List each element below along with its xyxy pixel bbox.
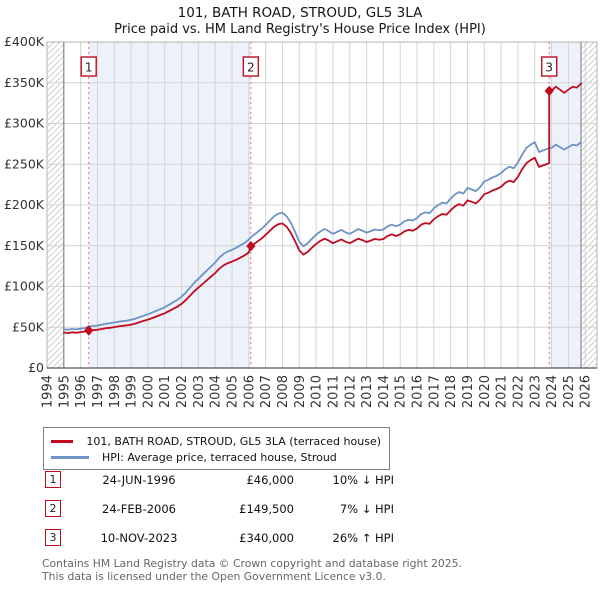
sale-marker-diamond: [84, 325, 94, 336]
svg-text:£50K: £50K: [12, 319, 45, 334]
sale-price: £340,000: [239, 530, 294, 545]
svg-text:2024: 2024: [545, 375, 560, 408]
svg-text:2003: 2003: [192, 375, 207, 408]
svg-text:1995: 1995: [57, 375, 72, 408]
svg-text:2004: 2004: [209, 375, 224, 408]
svg-text:£100K: £100K: [4, 279, 45, 294]
sale-number-badge: 1: [45, 471, 61, 488]
svg-text:2015: 2015: [394, 375, 409, 408]
svg-text:2000: 2000: [141, 375, 156, 408]
svg-text:£300K: £300K: [4, 116, 45, 131]
svg-text:2012: 2012: [343, 375, 358, 408]
sale-marker-diamond: [246, 240, 256, 252]
legend-item-property: 101, BATH ROAD, STROUD, GL5 3LA (terrace…: [51, 433, 381, 449]
property-line: [62, 82, 582, 334]
svg-text:2025: 2025: [562, 375, 577, 408]
table-row: 2 24-FEB-2006 £149,500 7% ↓ HPI: [45, 500, 394, 517]
license-footer: Contains HM Land Registry data © Crown c…: [42, 557, 462, 584]
sale-number: 3: [545, 61, 553, 75]
legend-label: 101, BATH ROAD, STROUD, GL5 3LA (terrace…: [86, 434, 381, 448]
chart-legend: 101, BATH ROAD, STROUD, GL5 3LA (terrace…: [43, 427, 390, 470]
svg-text:£150K: £150K: [4, 238, 45, 253]
svg-text:2001: 2001: [158, 375, 173, 408]
svg-text:2023: 2023: [528, 375, 543, 408]
sale-number-box: [242, 56, 260, 77]
sale-marker-diamond: [544, 85, 554, 97]
svg-text:£400K: £400K: [4, 34, 45, 49]
sale-date: 24-JUN-1996: [102, 472, 176, 487]
sale-hpi-delta: 10% ↓ HPI: [332, 472, 394, 487]
svg-text:2016: 2016: [411, 375, 426, 408]
svg-text:2007: 2007: [259, 375, 274, 408]
x-axis-labels: 1994 1995 1996 1997 1998 1999 2000 2001 2002 2003…: [41, 375, 594, 408]
svg-text:2005: 2005: [226, 375, 241, 408]
sale-number-badge: 3: [45, 529, 61, 546]
page-subtitle: Price paid vs. HM Land Registry's House …: [114, 22, 486, 37]
sale-number: 1: [85, 61, 93, 75]
svg-text:1994: 1994: [41, 375, 56, 408]
svg-text:2006: 2006: [242, 375, 257, 408]
legend-item-hpi: HPI: Average price, terraced house, Stro…: [51, 449, 381, 465]
y-axis-labels: £0 £50K £100K £150K £200K £250K £300K £350K £400…: [4, 34, 45, 375]
table-row: 3 10-NOV-2023 £340,000 26% ↑ HPI: [45, 529, 394, 546]
sale-number: 2: [247, 61, 255, 75]
sale-date: 24-FEB-2006: [102, 501, 176, 516]
svg-text:£350K: £350K: [4, 75, 45, 90]
svg-text:2008: 2008: [276, 375, 291, 408]
sale-number-badge: 2: [45, 500, 61, 517]
svg-text:2018: 2018: [444, 375, 459, 408]
svg-text:2009: 2009: [293, 375, 308, 408]
svg-text:1996: 1996: [74, 375, 89, 408]
svg-text:2010: 2010: [310, 375, 325, 408]
svg-text:2013: 2013: [360, 375, 375, 408]
sales-table: 1 24-JUN-1996 £46,000 10% ↓ HPI 2 24-FEB…: [45, 471, 394, 558]
hpi-line-swatch: [51, 455, 89, 459]
sale-number-box: [541, 56, 558, 77]
legend-label: HPI: Average price, terraced house, Stro…: [102, 450, 337, 464]
sale-number-box: [80, 56, 97, 77]
svg-text:2017: 2017: [427, 375, 442, 408]
svg-text:2022: 2022: [511, 375, 526, 408]
sale-price: £149,500: [239, 501, 294, 516]
svg-text:2021: 2021: [495, 375, 510, 408]
svg-text:2019: 2019: [461, 375, 476, 408]
svg-text:1999: 1999: [125, 375, 140, 408]
property-line-swatch: [51, 439, 74, 443]
price-chart: £0 £50K £100K £150K £200K £250K £300K £350K £400…: [4, 34, 598, 408]
svg-text:1997: 1997: [91, 375, 106, 408]
footer-line: Contains HM Land Registry data © Crown c…: [42, 557, 462, 570]
hpi-line: [62, 141, 582, 331]
svg-text:2014: 2014: [377, 375, 392, 408]
table-row: 1 24-JUN-1996 £46,000 10% ↓ HPI: [45, 471, 394, 488]
sale-date: 10-NOV-2023: [100, 530, 178, 545]
sale-price: £46,000: [246, 472, 294, 487]
svg-text:2020: 2020: [478, 375, 493, 408]
svg-text:£250K: £250K: [4, 156, 45, 171]
svg-text:1998: 1998: [108, 375, 123, 408]
svg-text:2002: 2002: [175, 375, 190, 408]
sale-hpi-delta: 26% ↑ HPI: [332, 530, 394, 545]
footer-line: This data is licensed under the Open Gov…: [42, 570, 386, 584]
svg-text:2026: 2026: [579, 375, 594, 408]
price-chart-svg: £0 £50K £100K £150K £200K £250K £300K £350K £400…: [4, 34, 598, 408]
sale-hpi-delta: 7% ↓ HPI: [339, 501, 394, 516]
svg-text:£200K: £200K: [4, 197, 45, 212]
svg-text:2011: 2011: [326, 375, 341, 408]
svg-text:£0: £0: [28, 360, 44, 375]
page-title: 101, BATH ROAD, STROUD, GL5 3LA: [177, 5, 423, 21]
